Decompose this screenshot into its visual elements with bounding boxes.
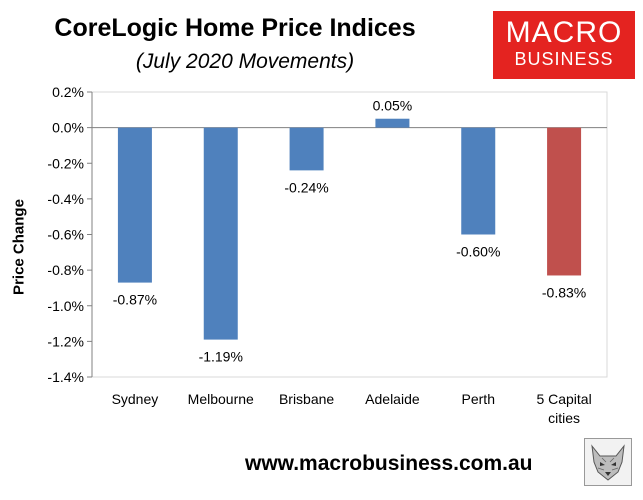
bars [117,118,582,340]
x-axis-labels: Sydney Melbourne Brisbane Adelaide Perth 5 Ca… [112,391,592,426]
x-tick-label: Melbourne [188,391,254,407]
data-label-1: -1.19% [199,349,243,365]
y-tick-label: -0.8% [47,262,84,278]
y-tick-label: -1.4% [47,369,84,385]
chart-title: CoreLogic Home Price Indices [54,14,416,42]
bar-4 [461,127,496,235]
y-tick-label: 0.0% [52,120,84,136]
y-tick-label: -0.6% [47,227,84,243]
y-tick-label: -1.2% [47,333,84,349]
x-tick-label: Adelaide [365,391,420,407]
x-tick-label: cities [548,410,580,426]
data-label-4: -0.60% [456,244,500,260]
y-tick-label: 0.2% [52,84,84,100]
y-tick-label: -0.2% [47,155,84,171]
macrobusiness-logo: MACRO BUSINESS [493,11,635,79]
data-label-0: -0.87% [113,292,157,308]
bar-2 [289,127,324,171]
y-tick-label: -0.4% [47,191,84,207]
plot-area [91,91,608,378]
chart-subtitle: (July 2020 Movements) [135,50,355,73]
data-label-5: -0.83% [542,284,586,300]
logo-line-1: MACRO [505,16,623,49]
x-tick-label: 5 Capital [536,391,591,407]
x-tick-label: Perth [462,391,495,407]
data-label-3: 0.05% [373,98,413,114]
x-tick-label: Brisbane [279,391,334,407]
wolf-logo-icon [584,438,632,486]
y-axis-ticks: 0.2% 0.0% -0.2% -0.4% -0.6% -0.8% -1.0% -1.2% -1… [47,84,92,385]
y-tick-label: -1.0% [47,298,84,314]
bar-5 [547,127,582,276]
footer-url: www.macrobusiness.com.au [245,452,533,475]
bar-0 [117,127,152,283]
bar-3 [375,118,410,128]
logo-line-2: BUSINESS [514,49,614,69]
data-label-2: -0.24% [284,179,328,195]
x-tick-label: Sydney [112,391,159,407]
data-labels: -0.87% -1.19% -0.24% 0.05% -0.60% -0.83% [113,98,587,365]
bar-1 [203,127,238,340]
